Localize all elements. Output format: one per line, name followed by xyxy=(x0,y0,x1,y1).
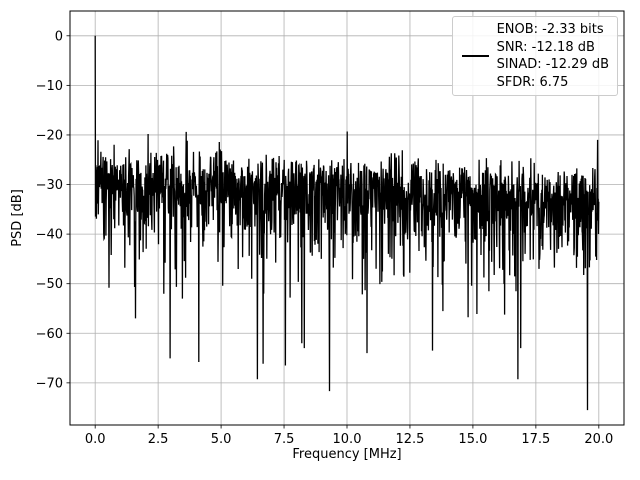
x-axis-label: Frequency [MHz] xyxy=(292,447,402,462)
y-tick-label: −20 xyxy=(36,128,63,143)
psd-line xyxy=(94,35,600,411)
y-tick-label: −40 xyxy=(36,228,63,243)
y-tick-label: −60 xyxy=(36,327,63,342)
legend-sfdr: SFDR: 6.75 xyxy=(496,74,569,90)
legend-enob: ENOB: -2.33 bits xyxy=(496,22,604,37)
x-tick-label: 15.0 xyxy=(458,432,487,447)
x-tick-label: 0.0 xyxy=(85,432,106,447)
x-tick-label: 7.5 xyxy=(274,432,295,447)
x-tick-label: 10.0 xyxy=(333,432,362,447)
legend-text-block: ENOB: -2.33 bits SNR: -12.18 dB SINAD: -… xyxy=(497,21,609,91)
x-tick-label: 20.0 xyxy=(584,432,613,447)
legend: ENOB: -2.33 bits SNR: -12.18 dB SINAD: -… xyxy=(451,16,618,97)
y-tick-label: −50 xyxy=(36,277,63,292)
y-tick-label: −70 xyxy=(36,376,63,391)
x-tick-label: 12.5 xyxy=(395,432,424,447)
y-axis-label: PSD [dB] xyxy=(10,189,25,247)
x-tick-label: 5.0 xyxy=(211,432,232,447)
x-tick-label: 17.5 xyxy=(521,432,550,447)
tick-labels: 0.0 2.5 5.0 7.5 10.0 12.5 15.0 17.5 20.0 0 −10 −20 −… xyxy=(36,29,614,447)
legend-line-sample xyxy=(461,55,489,58)
legend-sinad: SINAD: -12.29 dB xyxy=(496,57,609,73)
y-tick-label: −30 xyxy=(36,178,63,193)
x-tick-label: 2.5 xyxy=(148,432,169,447)
y-tick-label: −10 xyxy=(36,79,63,94)
legend-snr: SNR: -12.18 dB xyxy=(496,39,595,55)
y-tick-label: 0 xyxy=(55,29,63,44)
